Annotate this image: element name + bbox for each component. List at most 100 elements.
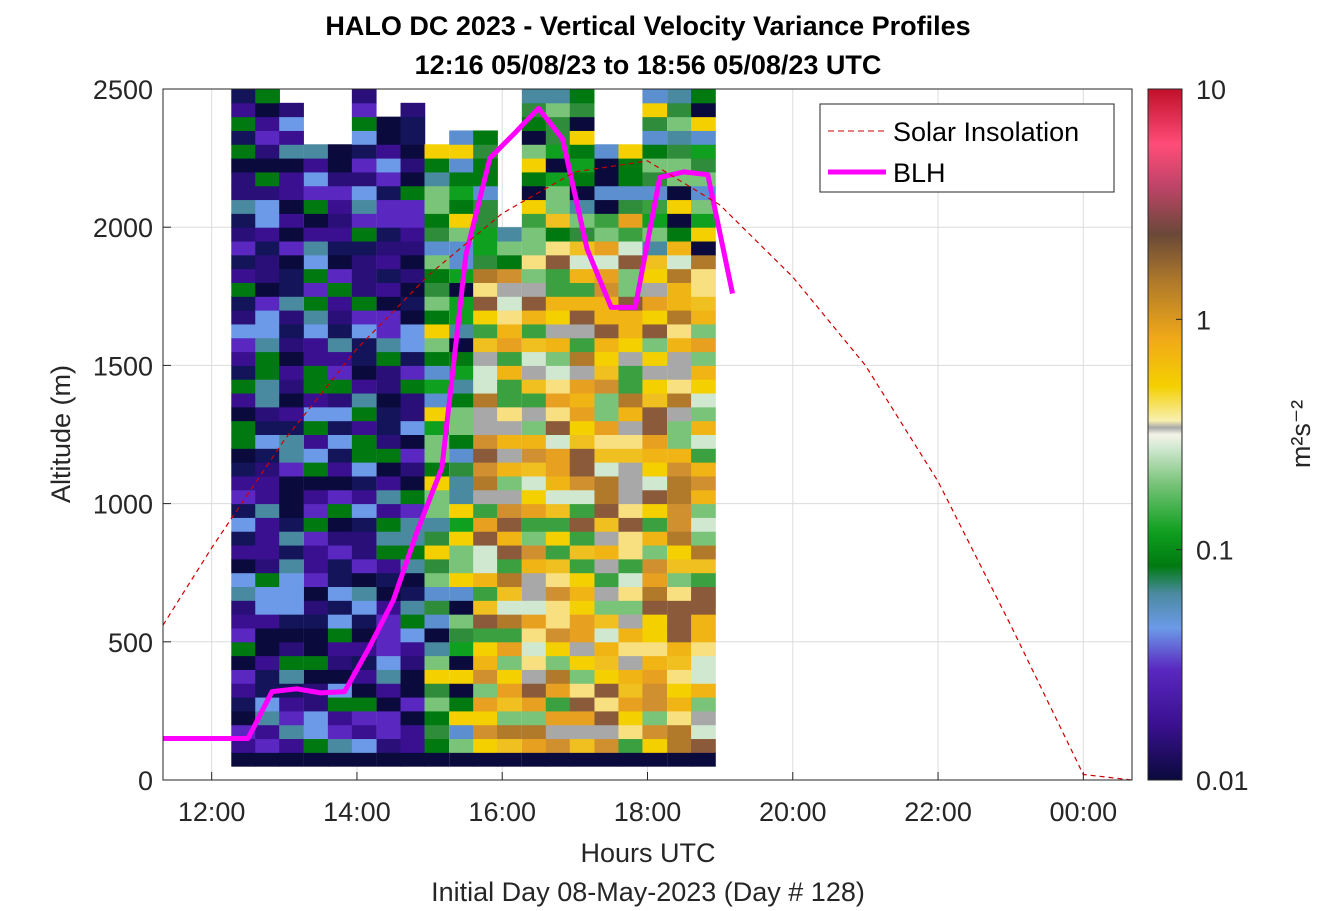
heatmap-cell [376, 351, 402, 366]
heatmap-cell [279, 323, 304, 339]
heatmap-cell [521, 627, 547, 643]
heatmap-cell [327, 655, 353, 670]
heatmap-cell [231, 503, 256, 518]
heatmap-cell [327, 517, 353, 532]
heatmap-cell [667, 268, 692, 283]
heatmap-base-cell [279, 752, 304, 767]
heatmap-cell [642, 296, 668, 311]
heatmap-cell [497, 434, 522, 449]
heatmap-cell [545, 199, 571, 214]
heatmap-cell [255, 337, 280, 353]
heatmap-cell [569, 337, 595, 353]
heatmap-cell [424, 517, 450, 532]
heatmap-cell [521, 268, 547, 283]
heatmap-cell [351, 586, 377, 601]
heatmap-cell [521, 710, 547, 726]
heatmap-cell [255, 572, 280, 588]
heatmap-cell [351, 323, 377, 339]
heatmap-base-cell [449, 752, 474, 767]
heatmap-cell [642, 434, 668, 449]
heatmap-cell [327, 489, 353, 505]
heatmap-cell [255, 683, 280, 698]
heatmap-cell [424, 697, 450, 712]
heatmap-cell [400, 158, 426, 173]
heatmap-cell [231, 655, 256, 670]
x-tick-label: 18:00 [614, 797, 682, 827]
heatmap-cell [351, 213, 377, 228]
heatmap-cell [521, 517, 547, 532]
heatmap-cell [642, 144, 668, 159]
heatmap-cell [351, 503, 377, 518]
heatmap-cell [473, 462, 498, 477]
heatmap-cell [231, 738, 256, 753]
heatmap-cell [569, 710, 595, 726]
heatmap-cell [545, 268, 571, 283]
heatmap-cell [400, 227, 426, 242]
heatmap-cell [424, 337, 450, 353]
heatmap-cell [521, 310, 547, 325]
heatmap-cell [473, 434, 498, 449]
heatmap-cell [327, 365, 353, 380]
heatmap-cell [255, 351, 280, 366]
heatmap-cell [569, 282, 595, 297]
heatmap-cell [691, 517, 716, 532]
heatmap-cell [569, 503, 595, 518]
heatmap-cell [279, 489, 304, 505]
heatmap-cell [255, 545, 280, 560]
heatmap-cell [642, 351, 668, 366]
heatmap-cell [400, 379, 426, 394]
x-tick-label: 00:00 [1050, 797, 1118, 827]
heatmap-cell [497, 600, 522, 615]
heatmap-cell [569, 531, 595, 546]
heatmap-cell [231, 365, 256, 380]
heatmap-cell [618, 406, 644, 422]
heatmap-cell [424, 310, 450, 325]
heatmap-cell [351, 420, 377, 435]
heatmap-cell [667, 310, 692, 325]
heatmap-cell [473, 365, 498, 380]
heatmap-cell [351, 558, 377, 574]
heatmap-cell [594, 545, 620, 560]
heatmap-cell [473, 669, 498, 684]
heatmap-cell [303, 337, 329, 353]
heatmap-cell [594, 420, 620, 435]
heatmap-cell [424, 738, 450, 753]
heatmap-cell [303, 572, 329, 588]
heatmap-cell [231, 102, 256, 118]
heatmap-cell [521, 171, 547, 187]
heatmap-cell [376, 171, 402, 187]
heatmap-cell [303, 710, 329, 726]
heatmap-cell [497, 697, 522, 712]
heatmap-cell [618, 489, 644, 505]
heatmap-cell [231, 641, 256, 657]
heatmap-cell [667, 158, 692, 173]
heatmap-cell [594, 227, 620, 242]
heatmap-cell [667, 545, 692, 560]
heatmap-cell [351, 185, 377, 201]
heatmap-cell [667, 102, 692, 118]
heatmap-cell [594, 379, 620, 394]
heatmap-cell [449, 489, 474, 505]
heatmap-cell [569, 600, 595, 615]
heatmap-base-cell [303, 752, 329, 767]
heatmap-cell [351, 254, 377, 270]
heatmap-cell [569, 448, 595, 463]
heatmap-cell [667, 296, 692, 311]
heatmap-cell [497, 517, 522, 532]
heatmap-cell [667, 614, 692, 629]
heatmap-cell [449, 627, 474, 643]
heatmap-cell [449, 545, 474, 560]
heatmap-cell [376, 641, 402, 657]
heatmap-cell [545, 241, 571, 256]
x-axis-ticks: 12:00 14:00 16:00 18:00 20:00 22:00 00:00 [178, 772, 1117, 827]
heatmap-cell [521, 213, 547, 228]
heatmap-cell [424, 683, 450, 698]
heatmap-cell [327, 531, 353, 546]
heatmap-cell [424, 365, 450, 380]
heatmap-cell [569, 365, 595, 380]
heatmap-cell [424, 545, 450, 560]
heatmap-cell [400, 213, 426, 228]
heatmap-base-cell [400, 752, 426, 767]
heatmap-cell [691, 724, 716, 740]
heatmap-cell [255, 393, 280, 408]
